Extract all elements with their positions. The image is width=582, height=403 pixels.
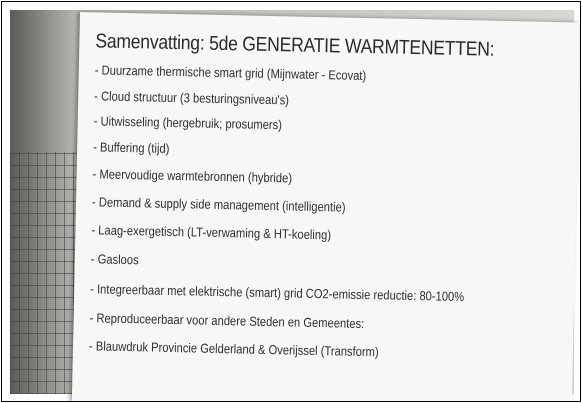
bullet-item: - Blauwdruk Provincie Gelderland & Overi…: [89, 338, 379, 359]
bullet-item: - Uitwisseling (hergebruik; prosumers): [94, 113, 283, 132]
bullet-item: - Reproduceerbaar voor andere Steden en …: [89, 310, 364, 331]
bullet-item: - Buffering (tijd): [93, 139, 170, 156]
bullet-item: - Integreerbaar met elektrische (smart) …: [90, 281, 464, 304]
presentation-slide: Samenvatting: 5de GENERATIE WARMTENETTEN…: [72, 12, 580, 402]
photo-frame: Samenvatting: 5de GENERATIE WARMTENETTEN…: [1, 1, 581, 402]
bullet-item: - Gasloos: [91, 251, 139, 267]
bullet-item: - Cloud structuur (3 besturingsniveau's): [94, 88, 289, 107]
slide-title: Samenvatting: 5de GENERATIE WARMTENETTEN…: [95, 30, 494, 61]
bullet-item: - Meervoudige warmtebronnen (hybride): [92, 166, 292, 185]
bullet-item: - Demand & supply side management (intel…: [92, 194, 346, 214]
page: Samenvatting: 5de GENERATIE WARMTENETTEN…: [0, 0, 582, 403]
bullet-item: - Duurzame thermische smart grid (Mijnwa…: [95, 62, 367, 83]
bullet-item: - Laag-exergetisch (LT-verwaming & HT-ko…: [91, 222, 331, 242]
